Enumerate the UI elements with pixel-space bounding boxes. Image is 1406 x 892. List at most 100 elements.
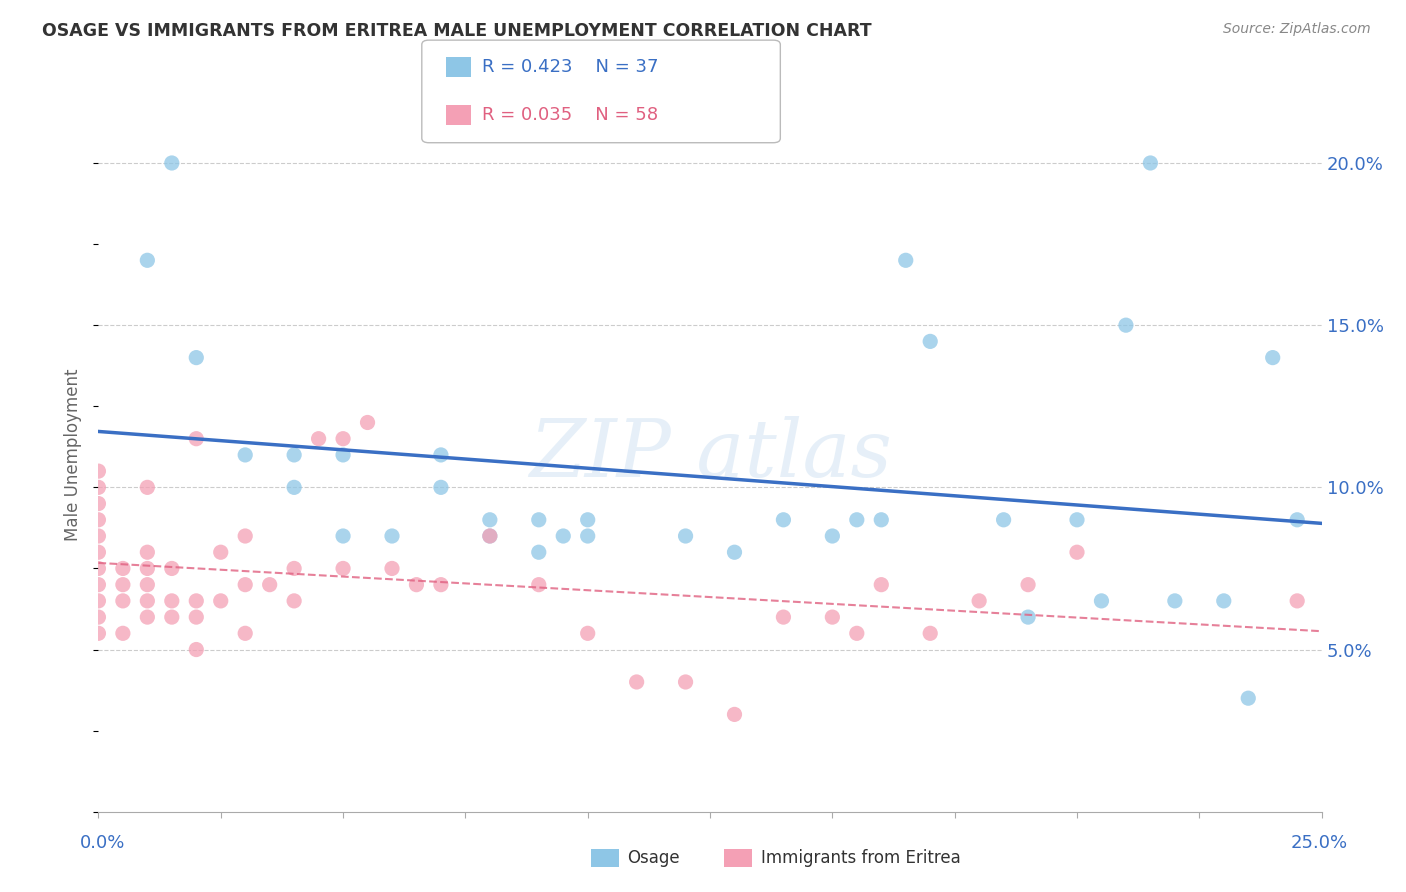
Point (356, 416, 378, 430)
Point (87, 577, 110, 591)
Point (821, 610, 844, 624)
Point (136, 594, 159, 608)
Point (87, 529, 110, 543)
Point (870, 513, 893, 527)
Point (87, 545, 110, 559)
Point (87, 513, 110, 527)
Point (332, 432, 354, 446)
Point (1139, 156, 1161, 170)
Text: ZIP atlas: ZIP atlas (529, 417, 891, 493)
Point (675, 675, 697, 690)
Point (576, 513, 599, 527)
Point (111, 561, 134, 575)
Point (894, 253, 917, 268)
Point (675, 529, 697, 543)
Point (430, 448, 453, 462)
Point (527, 545, 550, 559)
Point (1017, 577, 1039, 591)
Text: R = 0.035    N = 58: R = 0.035 N = 58 (482, 106, 658, 124)
Point (283, 561, 305, 575)
Point (136, 561, 159, 575)
Point (430, 480, 453, 494)
Point (160, 610, 183, 624)
Point (186, 351, 208, 365)
Point (209, 594, 232, 608)
Point (186, 594, 208, 608)
Point (233, 577, 256, 591)
Point (332, 529, 354, 543)
Text: OSAGE VS IMMIGRANTS FROM ERITREA MALE UNEMPLOYMENT CORRELATION CHART: OSAGE VS IMMIGRANTS FROM ERITREA MALE UN… (42, 22, 872, 40)
Point (233, 626, 256, 640)
Y-axis label: Male Unemployment: Male Unemployment (65, 368, 83, 541)
Point (283, 448, 305, 462)
Point (1115, 318, 1137, 333)
Point (87, 610, 110, 624)
Point (723, 545, 745, 559)
Point (233, 529, 256, 543)
Point (160, 156, 183, 170)
Point (259, 577, 281, 591)
Point (1286, 513, 1309, 527)
Point (1164, 594, 1187, 608)
Point (845, 626, 868, 640)
Point (772, 610, 794, 624)
Point (209, 545, 232, 559)
Point (233, 448, 256, 462)
Point (430, 577, 453, 591)
Point (993, 513, 1015, 527)
Point (87, 497, 110, 511)
Text: Source: ZipAtlas.com: Source: ZipAtlas.com (1223, 22, 1371, 37)
Point (111, 626, 134, 640)
Point (283, 594, 305, 608)
Point (160, 561, 183, 575)
Point (111, 577, 134, 591)
Point (1017, 610, 1039, 624)
Point (478, 513, 501, 527)
Point (87, 464, 110, 478)
Point (332, 448, 354, 462)
Point (136, 253, 159, 268)
Point (186, 432, 208, 446)
Point (1066, 513, 1088, 527)
Point (186, 642, 208, 657)
Point (845, 513, 868, 527)
Point (1212, 594, 1234, 608)
Point (381, 561, 404, 575)
Point (967, 594, 990, 608)
Point (626, 675, 648, 690)
Point (1261, 351, 1284, 365)
Point (1286, 594, 1309, 608)
Point (136, 480, 159, 494)
Point (870, 577, 893, 591)
Point (920, 334, 942, 349)
Point (308, 432, 330, 446)
Point (160, 594, 183, 608)
Point (136, 577, 159, 591)
Text: 0.0%: 0.0% (80, 834, 125, 852)
Point (405, 577, 427, 591)
Point (920, 626, 942, 640)
Point (576, 529, 599, 543)
Point (553, 529, 575, 543)
Point (723, 707, 745, 722)
Point (527, 513, 550, 527)
Point (136, 610, 159, 624)
Point (1090, 594, 1112, 608)
Text: Immigrants from Eritrea: Immigrants from Eritrea (761, 849, 960, 867)
Point (1237, 691, 1260, 706)
Point (1066, 545, 1088, 559)
Point (772, 513, 794, 527)
Point (576, 626, 599, 640)
Text: 25.0%: 25.0% (1291, 834, 1347, 852)
Point (87, 594, 110, 608)
Point (478, 529, 501, 543)
Text: R = 0.423    N = 37: R = 0.423 N = 37 (482, 58, 659, 76)
Point (136, 545, 159, 559)
Point (111, 594, 134, 608)
Point (381, 529, 404, 543)
Point (87, 626, 110, 640)
Point (527, 577, 550, 591)
Point (283, 480, 305, 494)
Point (821, 529, 844, 543)
Point (87, 561, 110, 575)
